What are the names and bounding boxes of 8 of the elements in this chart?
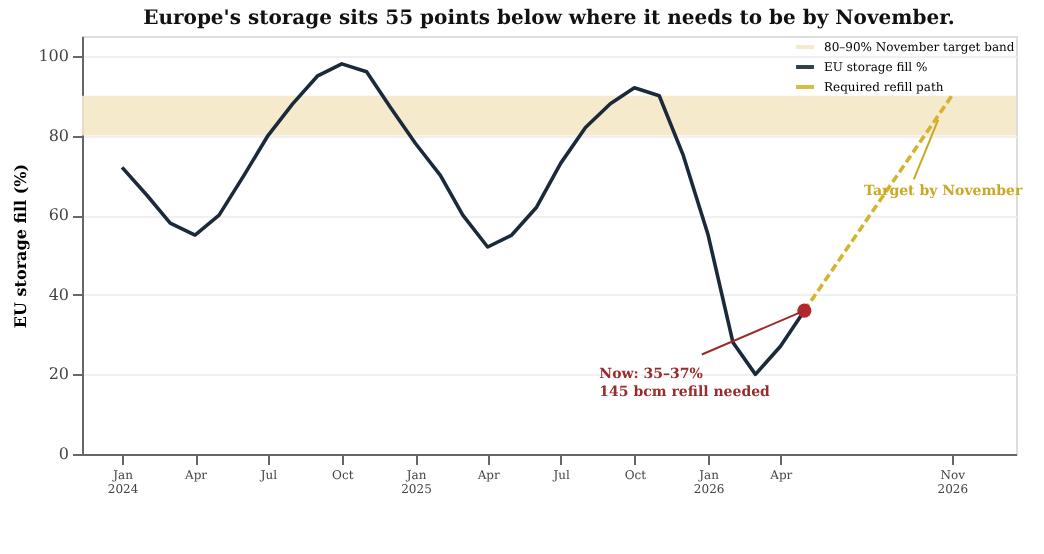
y-tick-label: 40 (48, 285, 69, 304)
chart-title: Europe's storage sits 55 points below where it needs to be by November. (143, 8, 955, 30)
y-tick-label: 100 (38, 46, 69, 65)
y-tick-label: 60 (48, 206, 69, 225)
y-tick-label: 80 (48, 126, 69, 145)
y-tick-label: 0 (58, 445, 69, 463)
y-axis-title: EU storage fill (%) (10, 163, 31, 329)
y-tick-label: 20 (48, 365, 69, 384)
